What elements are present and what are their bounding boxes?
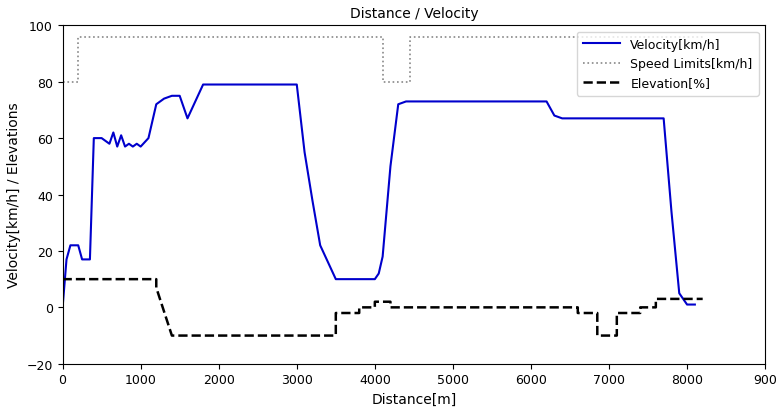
Elevation[%] — [698, 297, 707, 301]
Elevation[%] — [151, 285, 161, 290]
Elevation[%] — [612, 311, 622, 316]
Line: Velocity[km/h]: Velocity[km/h] — [63, 85, 695, 308]
Speed Limits[km/h] — [698, 35, 707, 40]
Speed Limits[km/h] — [378, 80, 387, 85]
Elevation[%] — [386, 299, 395, 304]
Elevation[%] — [612, 333, 622, 338]
Elevation[%] — [58, 277, 67, 282]
Title: Distance / Velocity: Distance / Velocity — [350, 7, 478, 21]
Elevation[%] — [74, 277, 83, 282]
Elevation[%] — [573, 311, 583, 316]
Velocity[km/h] — [58, 305, 67, 310]
Elevation[%] — [167, 333, 176, 338]
Velocity[km/h] — [175, 94, 184, 99]
Elevation[%] — [593, 333, 602, 338]
Elevation[%] — [354, 311, 364, 316]
Velocity[km/h] — [307, 198, 317, 203]
Velocity[km/h] — [690, 302, 699, 307]
Speed Limits[km/h] — [74, 80, 83, 85]
Elevation[%] — [636, 305, 645, 310]
Velocity[km/h] — [183, 116, 192, 121]
Elevation[%] — [370, 305, 379, 310]
Elevation[%] — [652, 305, 661, 310]
X-axis label: Distance[m]: Distance[m] — [372, 392, 456, 406]
Speed Limits[km/h] — [405, 35, 415, 40]
Elevation[%] — [370, 299, 379, 304]
Speed Limits[km/h] — [58, 80, 67, 85]
Speed Limits[km/h] — [405, 80, 415, 85]
Elevation[%] — [331, 333, 340, 338]
Elevation[%] — [167, 333, 176, 338]
Line: Elevation[%]: Elevation[%] — [63, 280, 702, 336]
Velocity[km/h] — [573, 116, 583, 121]
Elevation[%] — [593, 311, 602, 316]
Speed Limits[km/h] — [74, 35, 83, 40]
Elevation[%] — [354, 305, 364, 310]
Velocity[km/h] — [151, 102, 161, 107]
Speed Limits[km/h] — [378, 35, 387, 40]
Legend: Velocity[km/h], Speed Limits[km/h], Elevation[%]: Velocity[km/h], Speed Limits[km/h], Elev… — [576, 33, 759, 96]
Line: Speed Limits[km/h]: Speed Limits[km/h] — [63, 38, 702, 83]
Elevation[%] — [573, 305, 583, 310]
Elevation[%] — [74, 277, 83, 282]
Elevation[%] — [331, 311, 340, 316]
Elevation[%] — [652, 297, 661, 301]
Elevation[%] — [151, 277, 161, 282]
Y-axis label: Velocity[km/h] / Elevations: Velocity[km/h] / Elevations — [7, 102, 21, 287]
Velocity[km/h] — [557, 116, 567, 121]
Velocity[km/h] — [198, 83, 208, 88]
Elevation[%] — [386, 305, 395, 310]
Elevation[%] — [636, 311, 645, 316]
